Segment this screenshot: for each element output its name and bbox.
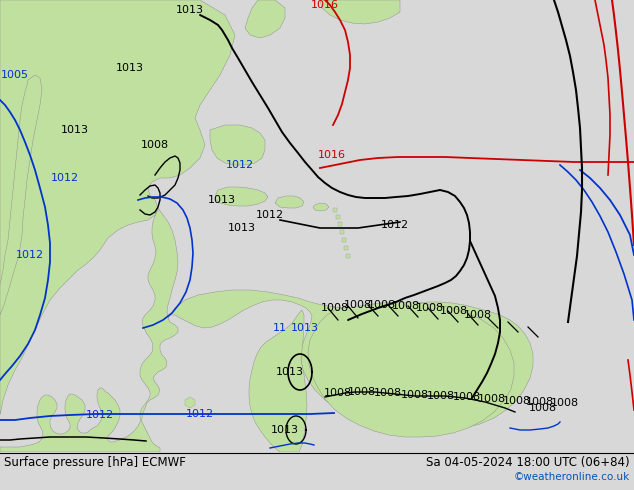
Text: 1008: 1008 [464, 310, 492, 320]
Polygon shape [346, 254, 350, 258]
Polygon shape [275, 196, 304, 208]
Polygon shape [340, 230, 344, 234]
Polygon shape [249, 310, 307, 452]
Polygon shape [185, 397, 195, 408]
Polygon shape [215, 187, 268, 206]
Polygon shape [308, 302, 514, 437]
Text: 11: 11 [273, 323, 287, 333]
Text: 1008: 1008 [526, 397, 554, 407]
Text: 1008: 1008 [401, 390, 429, 400]
Text: 1008: 1008 [503, 396, 531, 406]
Text: 1013: 1013 [208, 195, 236, 205]
Text: 1008: 1008 [551, 398, 579, 408]
Polygon shape [313, 203, 329, 211]
Polygon shape [338, 222, 342, 226]
Polygon shape [342, 238, 346, 242]
Text: 1012: 1012 [186, 409, 214, 419]
Text: 1008: 1008 [478, 394, 506, 404]
Polygon shape [245, 0, 285, 38]
Text: 1008: 1008 [427, 391, 455, 401]
Text: 1012: 1012 [226, 160, 254, 170]
Text: ©weatheronline.co.uk: ©weatheronline.co.uk [514, 472, 630, 482]
Text: 1008: 1008 [440, 306, 468, 316]
Text: 1013: 1013 [116, 63, 144, 73]
Text: 1016: 1016 [318, 150, 346, 160]
Text: 1013: 1013 [276, 367, 304, 377]
Text: 1012: 1012 [381, 220, 409, 230]
Text: 1005: 1005 [1, 70, 29, 80]
Polygon shape [0, 0, 235, 415]
Polygon shape [0, 208, 178, 452]
Polygon shape [344, 246, 348, 250]
Text: Surface pressure [hPa] ECMWF: Surface pressure [hPa] ECMWF [4, 456, 186, 469]
Text: 1013: 1013 [271, 425, 299, 435]
Text: 1012: 1012 [16, 250, 44, 260]
Text: 1008: 1008 [416, 303, 444, 313]
Text: 1013: 1013 [61, 125, 89, 135]
Text: 1008: 1008 [529, 403, 557, 413]
Text: 1016: 1016 [311, 0, 339, 10]
Text: 1013: 1013 [176, 5, 204, 15]
Polygon shape [336, 215, 340, 219]
Polygon shape [320, 0, 400, 24]
Text: 1008: 1008 [392, 301, 420, 311]
Text: 1008: 1008 [453, 392, 481, 402]
Text: 1013: 1013 [291, 323, 319, 333]
Text: 1008: 1008 [141, 140, 169, 150]
Polygon shape [168, 290, 533, 432]
Polygon shape [0, 75, 42, 315]
Text: 1013: 1013 [228, 223, 256, 233]
Text: 1008: 1008 [344, 300, 372, 310]
Text: 1012: 1012 [86, 410, 114, 420]
Polygon shape [333, 208, 337, 212]
Text: 1012: 1012 [256, 210, 284, 220]
Text: 1008: 1008 [368, 300, 396, 310]
Text: 1012: 1012 [51, 173, 79, 183]
Text: 1008: 1008 [374, 388, 402, 398]
Polygon shape [210, 125, 265, 165]
Text: 1008: 1008 [321, 303, 349, 313]
Text: Sa 04-05-2024 18:00 UTC (06+84): Sa 04-05-2024 18:00 UTC (06+84) [427, 456, 630, 469]
Text: 1008: 1008 [348, 387, 376, 397]
Text: 1008: 1008 [324, 388, 352, 398]
